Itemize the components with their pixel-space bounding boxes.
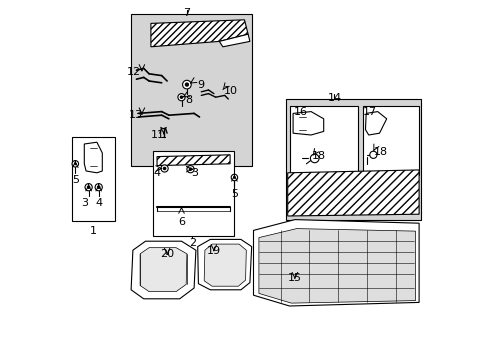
Circle shape bbox=[97, 185, 101, 189]
Text: 15: 15 bbox=[287, 273, 301, 283]
Circle shape bbox=[369, 151, 376, 158]
Circle shape bbox=[186, 166, 194, 173]
Polygon shape bbox=[151, 20, 247, 47]
Text: 8: 8 bbox=[185, 95, 192, 105]
Text: 20: 20 bbox=[160, 249, 174, 259]
Bar bbox=[285, 99, 420, 220]
Text: 4: 4 bbox=[154, 168, 161, 178]
Polygon shape bbox=[131, 241, 196, 299]
Bar bbox=[153, 151, 234, 236]
Circle shape bbox=[231, 174, 237, 181]
Text: 18: 18 bbox=[373, 147, 387, 157]
Text: 10: 10 bbox=[224, 86, 237, 96]
Text: 3: 3 bbox=[81, 198, 88, 208]
Circle shape bbox=[87, 185, 90, 189]
Circle shape bbox=[74, 162, 77, 165]
Text: 13: 13 bbox=[128, 110, 142, 120]
Text: 12: 12 bbox=[127, 67, 141, 77]
Polygon shape bbox=[219, 34, 249, 47]
Circle shape bbox=[161, 165, 168, 172]
Polygon shape bbox=[253, 220, 418, 306]
Text: 5: 5 bbox=[230, 189, 238, 199]
Polygon shape bbox=[204, 244, 246, 286]
Polygon shape bbox=[365, 112, 386, 135]
Text: 6: 6 bbox=[178, 217, 184, 227]
Circle shape bbox=[179, 95, 183, 99]
Circle shape bbox=[178, 94, 185, 101]
Text: 1: 1 bbox=[90, 226, 97, 236]
Text: 19: 19 bbox=[206, 246, 221, 256]
Circle shape bbox=[188, 167, 192, 171]
Text: 9: 9 bbox=[197, 80, 203, 90]
Circle shape bbox=[232, 176, 235, 179]
Circle shape bbox=[182, 80, 191, 89]
Bar bbox=[363, 106, 418, 175]
Polygon shape bbox=[140, 248, 186, 292]
Text: 17: 17 bbox=[362, 107, 376, 117]
Circle shape bbox=[310, 154, 318, 163]
Circle shape bbox=[95, 184, 102, 191]
Text: 14: 14 bbox=[327, 93, 341, 103]
Polygon shape bbox=[197, 239, 251, 290]
Polygon shape bbox=[292, 112, 323, 135]
Bar bbox=[72, 137, 115, 221]
Polygon shape bbox=[84, 142, 102, 173]
Text: 18: 18 bbox=[312, 151, 326, 161]
Circle shape bbox=[72, 161, 79, 167]
Bar bbox=[289, 106, 357, 175]
Bar bbox=[131, 14, 251, 166]
Text: 4: 4 bbox=[95, 198, 102, 208]
Text: 16: 16 bbox=[293, 107, 307, 117]
Circle shape bbox=[85, 184, 92, 191]
Text: 2: 2 bbox=[188, 238, 196, 248]
Polygon shape bbox=[287, 170, 418, 216]
Polygon shape bbox=[258, 229, 415, 303]
Circle shape bbox=[184, 82, 189, 87]
Circle shape bbox=[163, 167, 166, 170]
Polygon shape bbox=[157, 155, 230, 166]
Text: 11: 11 bbox=[151, 130, 165, 140]
Text: 7: 7 bbox=[183, 8, 190, 18]
Text: 5: 5 bbox=[72, 175, 79, 185]
Text: 3: 3 bbox=[191, 168, 198, 178]
